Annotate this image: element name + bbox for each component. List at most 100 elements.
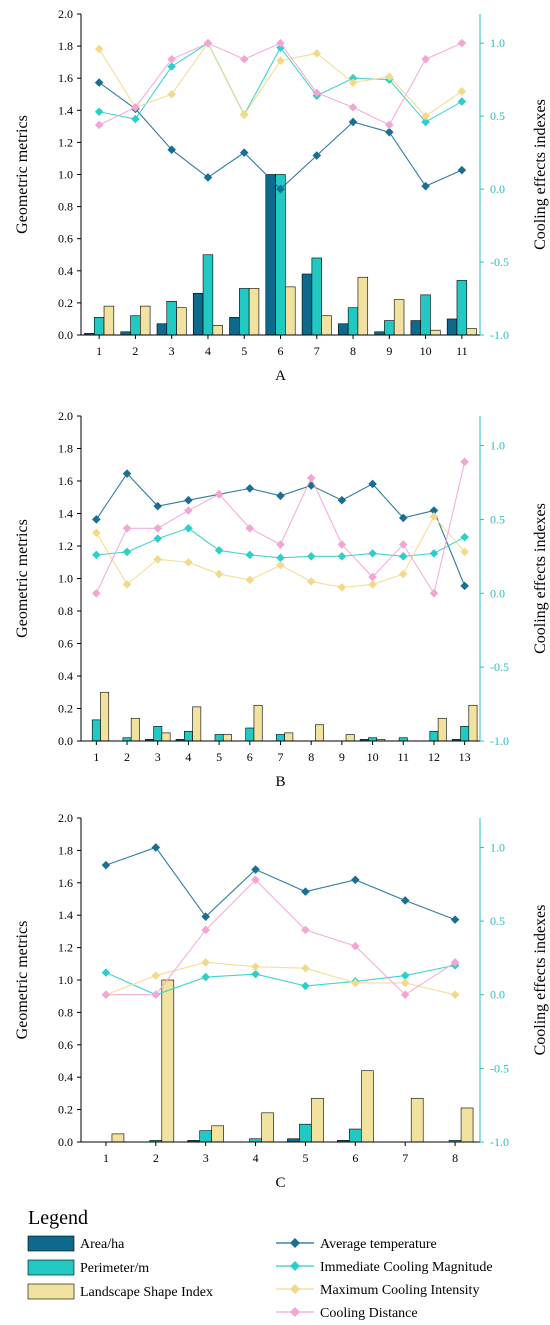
point-mci-8 [348,78,358,87]
point-icm-4 [251,969,260,979]
bar-perimeter-5 [214,734,224,742]
left-tick-label: 0.2 [58,296,73,310]
x-tick-label: 5 [302,1151,308,1165]
point-mci-9 [385,72,394,82]
bar-perimeter-1 [91,719,101,742]
point-avg_temp-6 [245,484,255,493]
legend-line-icm [276,1261,314,1271]
left-tick-label: 0.6 [58,232,73,246]
x-tick-label: 8 [308,750,314,764]
x-tick-label: 3 [169,344,175,358]
point-mci-10 [421,111,430,121]
point-mci-4 [251,962,260,972]
point-icm-2 [131,114,140,124]
left-tick-label: 1.6 [58,71,73,85]
point-mci-3 [167,89,176,99]
left-tick-label: 1.0 [58,168,73,182]
bar-lsi-12 [437,717,447,742]
x-tick-label: 5 [216,750,222,764]
point-cooling_distance-2 [122,523,132,533]
bar-lsi-3 [176,307,187,336]
y2-axis-title: Cooling effects indexes [532,99,549,250]
left-tick-label: 1.0 [58,973,73,987]
bar-area-6 [265,174,276,336]
bar-lsi-11 [466,328,477,336]
y-axis-title: Geometric metrics [14,519,31,638]
left-tick-label: 1.6 [58,474,73,488]
point-icm-6 [245,550,255,560]
point-cooling_distance-7 [400,990,410,1000]
point-icm-3 [167,62,176,71]
left-tick-label: 1.6 [58,876,73,890]
legend-title: Legend [28,1207,88,1229]
point-cooling_distance-8 [348,103,358,112]
point-icm-5 [214,546,224,555]
bar-perimeter-3 [153,726,163,742]
point-mci-10 [368,580,377,589]
series-line-cooling_distance [95,461,466,595]
bar-lsi-13 [468,704,478,742]
x-tick-label: 9 [386,344,392,358]
x-tick-label: 10 [420,344,432,358]
point-cooling_distance-3 [201,925,210,935]
legend-swatch-area [27,1235,75,1252]
x-tick-label: 1 [93,750,99,764]
point-mci-1 [92,528,101,538]
point-icm-3 [201,972,210,982]
y2-axis-title: Cooling effects indexes [532,905,549,1056]
bar-lsi-2 [161,979,175,1143]
point-avg_temp-1 [92,515,101,524]
right-tick-label: -0.5 [490,660,509,674]
point-cooling_distance-1 [92,588,101,598]
left-tick-label: 1.2 [58,135,73,149]
left-tick-label: 0.8 [58,1005,73,1019]
x-tick-label: 6 [247,750,253,764]
series-line-mci [95,515,466,588]
x-tick-label: 10 [367,750,379,764]
point-cooling_distance-7 [312,88,322,98]
point-icm-5 [301,981,310,991]
point-icm-3 [153,534,163,543]
point-cooling_distance-12 [429,588,439,598]
point-cooling_distance-6 [276,38,285,48]
point-mci-5 [239,110,249,119]
point-cooling_distance-6 [351,941,360,951]
bar-lsi-6 [285,286,296,336]
point-mci-11 [457,87,467,96]
bar-perimeter-9 [384,320,395,336]
point-mci-13 [460,547,469,557]
right-tick-label: -0.5 [490,255,509,269]
bar-perimeter-5 [299,1123,312,1143]
point-icm-12 [429,549,439,558]
bar-perimeter-4 [202,254,214,336]
bar-lsi-7 [321,315,332,336]
x-tick-label: 8 [452,1151,458,1165]
point-mci-7 [312,49,322,58]
series-line-avg_temp [105,846,456,921]
left-tick-label: 0.4 [58,669,73,683]
point-mci-9 [337,583,347,592]
bar-perimeter-13 [460,726,470,742]
bar-lsi-3 [211,1125,224,1143]
bar-perimeter-1 [93,317,105,336]
left-tick-label: 2.0 [58,409,73,423]
series-line-mci [105,961,456,996]
bar-area-10 [410,320,421,336]
right-tick-label: 1.0 [490,439,505,453]
series-line-mci [98,42,463,117]
bar-lsi-6 [253,704,263,742]
right-tick-label: -1.0 [490,734,509,748]
left-tick-label: 1.4 [58,908,73,922]
point-cooling_distance-9 [385,120,394,130]
point-mci-1 [94,44,104,54]
point-avg_temp-7 [312,151,322,160]
bar-lsi-8 [357,276,369,336]
bar-area-3 [156,323,168,336]
bar-lsi-2 [130,717,140,742]
legend-label-perimeter: Perimeter/m [80,1261,149,1276]
x-tick-label: 2 [153,1151,159,1165]
point-cooling_distance-8 [306,473,316,483]
point-mci-8 [306,577,316,586]
bar-lsi-10 [430,329,441,336]
